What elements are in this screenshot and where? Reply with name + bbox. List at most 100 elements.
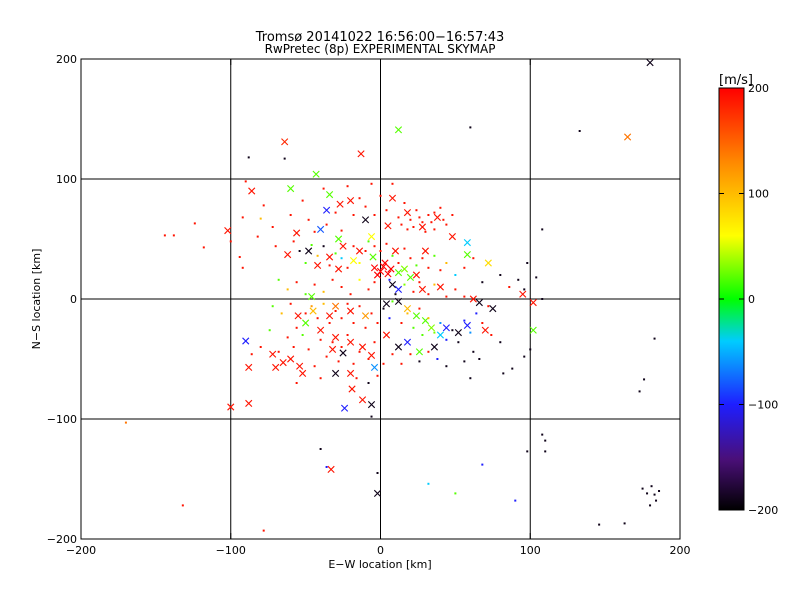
data-point-dot <box>250 353 253 356</box>
data-point-cross <box>334 265 343 273</box>
data-point-dot <box>406 228 409 231</box>
data-point-cross <box>325 253 334 261</box>
data-point-dot <box>376 472 379 474</box>
data-point-dot <box>409 353 412 356</box>
data-point-dot <box>490 334 493 336</box>
data-point-cross <box>421 247 430 255</box>
x-axis-label: E−W location [km] <box>328 558 431 571</box>
data-point-dot <box>499 341 502 344</box>
data-point-dot <box>376 322 379 324</box>
data-point-dot <box>511 367 514 370</box>
colorbar-tick-label: 0 <box>748 293 755 306</box>
data-point-dot <box>310 244 313 246</box>
data-point-dot <box>653 337 656 340</box>
data-point-cross <box>331 302 340 310</box>
data-point-dot <box>268 329 271 332</box>
colorbar-tick-label: −200 <box>748 504 778 517</box>
data-point-dot <box>445 223 448 226</box>
data-point-dot <box>541 228 544 231</box>
data-point-dot <box>370 312 373 315</box>
data-point-dot <box>286 336 289 339</box>
data-point-dot <box>391 254 394 257</box>
data-point-dot <box>289 214 292 216</box>
data-point-dot <box>439 206 442 209</box>
data-point-dot <box>409 218 412 221</box>
data-point-dot <box>400 362 403 365</box>
data-point-cross <box>382 300 391 308</box>
data-point-dot <box>337 360 340 363</box>
data-point-dot <box>454 274 457 276</box>
data-point-dot <box>499 274 502 276</box>
data-point-dot <box>271 305 274 308</box>
data-point-dot <box>445 338 448 341</box>
data-point-cross <box>384 222 392 230</box>
data-point-cross <box>394 269 403 277</box>
data-point-cross <box>339 242 347 250</box>
data-point-dot <box>463 319 466 322</box>
data-point-dot <box>391 353 394 356</box>
data-point-dot <box>502 372 505 375</box>
data-point-cross <box>294 312 302 320</box>
data-point-dot <box>641 487 644 490</box>
data-point-dot <box>301 199 304 202</box>
data-point-dot <box>373 245 376 248</box>
data-point-cross <box>391 247 400 255</box>
data-point-dot <box>367 240 370 243</box>
data-point-dot <box>277 278 280 281</box>
data-point-cross <box>287 355 295 363</box>
data-point-dot <box>304 312 307 315</box>
data-point-dot <box>334 252 337 255</box>
data-point-cross <box>394 343 403 351</box>
data-point-dot <box>427 266 430 269</box>
data-point-dot <box>319 377 322 380</box>
data-point-cross <box>436 283 444 291</box>
data-point-dot <box>292 240 295 243</box>
data-point-dot <box>163 234 166 237</box>
data-point-dot <box>367 288 370 291</box>
x-tick-label: 100 <box>520 544 541 557</box>
data-point-cross <box>308 293 316 301</box>
data-point-cross <box>302 319 310 327</box>
data-point-dot <box>340 286 343 288</box>
data-point-dot <box>331 341 334 344</box>
data-point-cross <box>358 343 367 351</box>
data-point-dot <box>358 278 361 281</box>
axis-ticks: −200 −100 0 100 200 −200 −100 0 100 200 <box>47 53 691 557</box>
data-point-dot <box>382 362 385 365</box>
data-point-cross <box>325 312 334 320</box>
data-point-dot <box>373 341 376 344</box>
data-point-dot <box>415 264 418 267</box>
data-point-dot <box>325 223 328 226</box>
data-point-dot <box>421 257 424 260</box>
data-point-dot <box>541 298 544 300</box>
data-point-cross <box>489 305 497 313</box>
data-point-cross <box>309 307 317 315</box>
data-point-dot <box>526 262 529 264</box>
data-point-cross <box>242 337 250 345</box>
data-point-dot <box>481 463 484 466</box>
data-point-dot <box>346 334 349 336</box>
data-point-dot <box>352 245 355 248</box>
data-point-cross <box>454 329 462 337</box>
data-point-dot <box>367 382 370 384</box>
data-point-dot <box>295 382 298 384</box>
data-point-cross <box>317 225 325 233</box>
data-point-dot <box>322 187 325 190</box>
data-point-dot <box>352 322 355 324</box>
data-point-dot <box>475 312 478 315</box>
data-points <box>124 59 661 532</box>
data-point-dot <box>319 448 322 450</box>
data-point-dot <box>397 262 400 264</box>
data-point-dot <box>653 493 656 496</box>
data-point-dot <box>481 281 484 284</box>
y-tick-label: −100 <box>47 413 77 426</box>
data-point-cross <box>475 299 483 307</box>
data-point-dot <box>481 322 484 324</box>
data-point-dot <box>400 322 403 324</box>
data-point-dot <box>325 466 328 468</box>
data-point-dot <box>397 216 400 219</box>
data-point-dot <box>421 334 424 336</box>
data-point-dot <box>454 288 457 291</box>
data-point-dot <box>313 365 316 368</box>
data-point-dot <box>445 365 448 368</box>
